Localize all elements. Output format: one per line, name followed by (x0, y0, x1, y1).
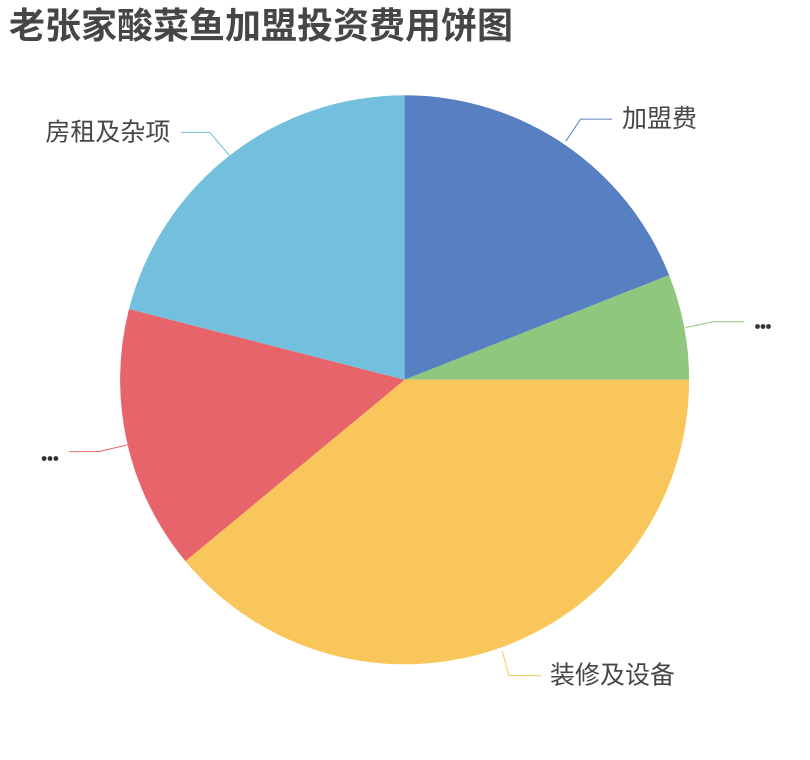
svg-text:装修及设备: 装修及设备 (550, 662, 675, 690)
svg-text:加盟费: 加盟费 (622, 105, 697, 133)
svg-text:房租及杂项: 房租及杂项 (45, 118, 170, 146)
